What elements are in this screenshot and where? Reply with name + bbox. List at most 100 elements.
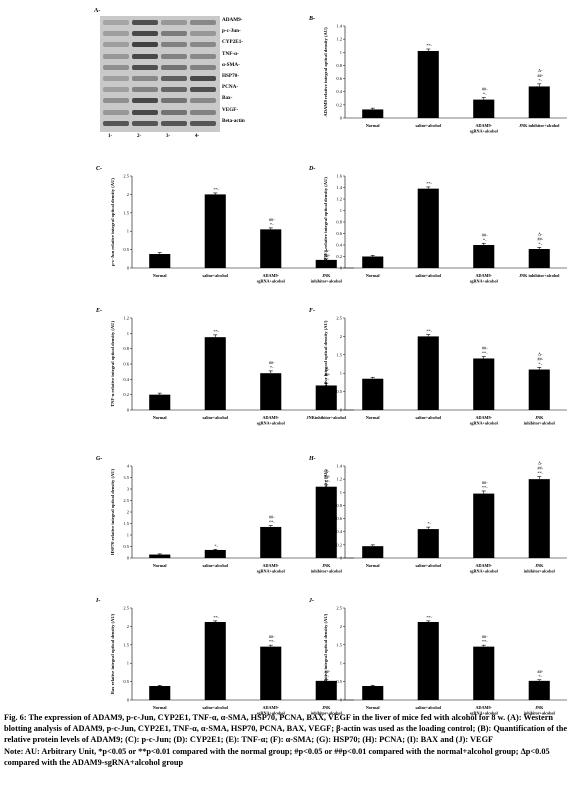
blot-row bbox=[100, 30, 220, 38]
significance-mark: **- bbox=[269, 639, 275, 644]
blot-band bbox=[132, 42, 158, 48]
significance-mark: *- bbox=[538, 361, 542, 366]
blot-band bbox=[132, 76, 158, 81]
y-tick-label: 0.2 bbox=[123, 392, 129, 397]
blot-band bbox=[161, 120, 187, 126]
y-tick-label: 1 bbox=[340, 50, 342, 55]
chart-panel-f: F- 0 0.5 1 1.5 2 2.5 α-SMA relative integral op… bbox=[305, 300, 575, 438]
chart-panel-c: C- 0 0.5 1 1.5 2 2.5 p-c-Jun relative integral … bbox=[92, 158, 362, 296]
blot-band bbox=[190, 42, 216, 48]
blot-row bbox=[100, 120, 220, 128]
blot-band bbox=[161, 64, 187, 70]
panel-letter: E- bbox=[95, 308, 102, 314]
y-tick-label: 0 bbox=[340, 266, 343, 271]
y-tick-label: 1.2 bbox=[336, 197, 342, 202]
y-tick-label: 0.5 bbox=[123, 544, 129, 549]
bar bbox=[315, 385, 337, 410]
chart-panel-e: E- 0 0.2 0.4 0.6 0.8 1 1.2 TNF-α relative integr… bbox=[92, 300, 362, 438]
chart-panel-h: H- 0 0.2 0.4 0.6 0.8 1 1.2 1.4 PCNA relative inte… bbox=[305, 448, 575, 586]
lane-number: 1- bbox=[108, 134, 113, 139]
significance-mark: ##- bbox=[482, 87, 488, 92]
blot-band bbox=[190, 64, 216, 70]
blot-band bbox=[161, 87, 187, 93]
blot-band bbox=[103, 109, 129, 115]
lane-number: 2- bbox=[137, 134, 142, 139]
x-tick-label: inhibitor+alcohol bbox=[524, 569, 556, 574]
bar-chart-d: D- 0 0.2 0.4 0.6 0.8 1 1.2 1.4 1.6 CYP2E1 relative… bbox=[308, 166, 567, 284]
western-blot-panel: A- ADAM9- p-c-Jun- CYP2E1- TNF-α-α-SMA- HSP7… bbox=[92, 8, 288, 140]
bar bbox=[528, 479, 550, 558]
x-tick-label: saline+alcohol bbox=[416, 415, 442, 420]
x-tick-label: saline+alcohol bbox=[416, 123, 442, 128]
x-tick-label: sgRNA+alcohol bbox=[257, 711, 286, 716]
y-tick-label: 1.5 bbox=[123, 210, 129, 215]
x-tick-label: Normal bbox=[366, 563, 381, 568]
significance-mark: *- bbox=[214, 543, 218, 548]
blot-band bbox=[132, 109, 158, 115]
y-tick-label: 0.4 bbox=[336, 89, 342, 94]
blot-band bbox=[132, 98, 158, 104]
bar bbox=[528, 369, 550, 410]
significance-mark: ##- bbox=[269, 360, 275, 365]
y-axis-label: p-c-Jun relative integral optical densit… bbox=[110, 178, 115, 266]
y-tick-label: 0.6 bbox=[336, 516, 342, 521]
y-tick-label: 2.5 bbox=[336, 316, 342, 321]
blot-band bbox=[190, 87, 216, 93]
blot-band bbox=[103, 87, 129, 93]
y-axis-label: CYP2E1 relative integral optical density… bbox=[323, 177, 328, 267]
blot-band bbox=[103, 42, 129, 48]
x-tick-label: saline+alcohol bbox=[416, 563, 442, 568]
y-tick-label: 2.5 bbox=[336, 606, 342, 611]
bar bbox=[417, 188, 439, 268]
significance-mark: **- bbox=[426, 329, 432, 334]
bar bbox=[362, 546, 384, 558]
x-tick-label: sgRNA+alcohol bbox=[257, 569, 286, 574]
significance-mark: Δ- bbox=[325, 469, 330, 474]
blot-label: HSP70- bbox=[222, 73, 240, 79]
y-tick-label: 0 bbox=[340, 698, 343, 703]
x-tick-label: Normal bbox=[366, 705, 381, 710]
significance-mark: **- bbox=[482, 351, 488, 356]
y-axis-label: Bax relative integral optical density (A… bbox=[323, 613, 328, 694]
blot-band bbox=[132, 87, 158, 93]
bar bbox=[473, 99, 495, 118]
bar bbox=[315, 486, 337, 558]
y-tick-label: 1.5 bbox=[336, 352, 342, 357]
blot-band bbox=[190, 53, 216, 59]
significance-mark: Δ- bbox=[538, 231, 543, 236]
significance-mark: **- bbox=[213, 615, 219, 620]
bar bbox=[260, 526, 282, 558]
y-tick-label: 1 bbox=[127, 331, 129, 336]
blot-band bbox=[161, 98, 187, 104]
blot-label: ADAM9- bbox=[222, 17, 243, 23]
y-tick-label: 1.2 bbox=[123, 316, 129, 321]
significance-mark: **- bbox=[426, 181, 432, 186]
blot-band bbox=[103, 20, 129, 25]
blot-row bbox=[100, 86, 220, 94]
blot-band bbox=[190, 120, 216, 126]
significance-mark: **- bbox=[269, 520, 275, 525]
x-tick-label: JNK bbox=[322, 273, 331, 278]
y-tick-label: 2.5 bbox=[123, 606, 129, 611]
blot-band bbox=[190, 109, 216, 115]
x-tick-label: JNK bbox=[535, 415, 544, 420]
blot-band bbox=[132, 64, 158, 70]
significance-mark: ##- bbox=[482, 480, 488, 485]
x-tick-label: saline+alcohol bbox=[416, 705, 442, 710]
significance-mark: ##- bbox=[482, 634, 488, 639]
y-tick-label: 0.4 bbox=[123, 377, 129, 382]
bar bbox=[260, 373, 282, 410]
bar bbox=[149, 554, 171, 558]
x-tick-label: ADAM9- bbox=[475, 123, 492, 128]
significance-mark: **- bbox=[482, 639, 488, 644]
x-tick-label: JNK bbox=[322, 705, 331, 710]
x-tick-label: sgRNA+alcohol bbox=[470, 711, 499, 716]
blot-band bbox=[190, 20, 216, 25]
y-tick-label: 2.5 bbox=[123, 174, 129, 179]
significance-mark: ##- bbox=[537, 356, 543, 361]
x-tick-label: JNK bbox=[535, 563, 544, 568]
significance-mark: ##- bbox=[269, 217, 275, 222]
significance-mark: ##- bbox=[537, 236, 543, 241]
x-tick-label: saline+alcohol bbox=[203, 415, 229, 420]
y-tick-label: 1.5 bbox=[123, 642, 129, 647]
